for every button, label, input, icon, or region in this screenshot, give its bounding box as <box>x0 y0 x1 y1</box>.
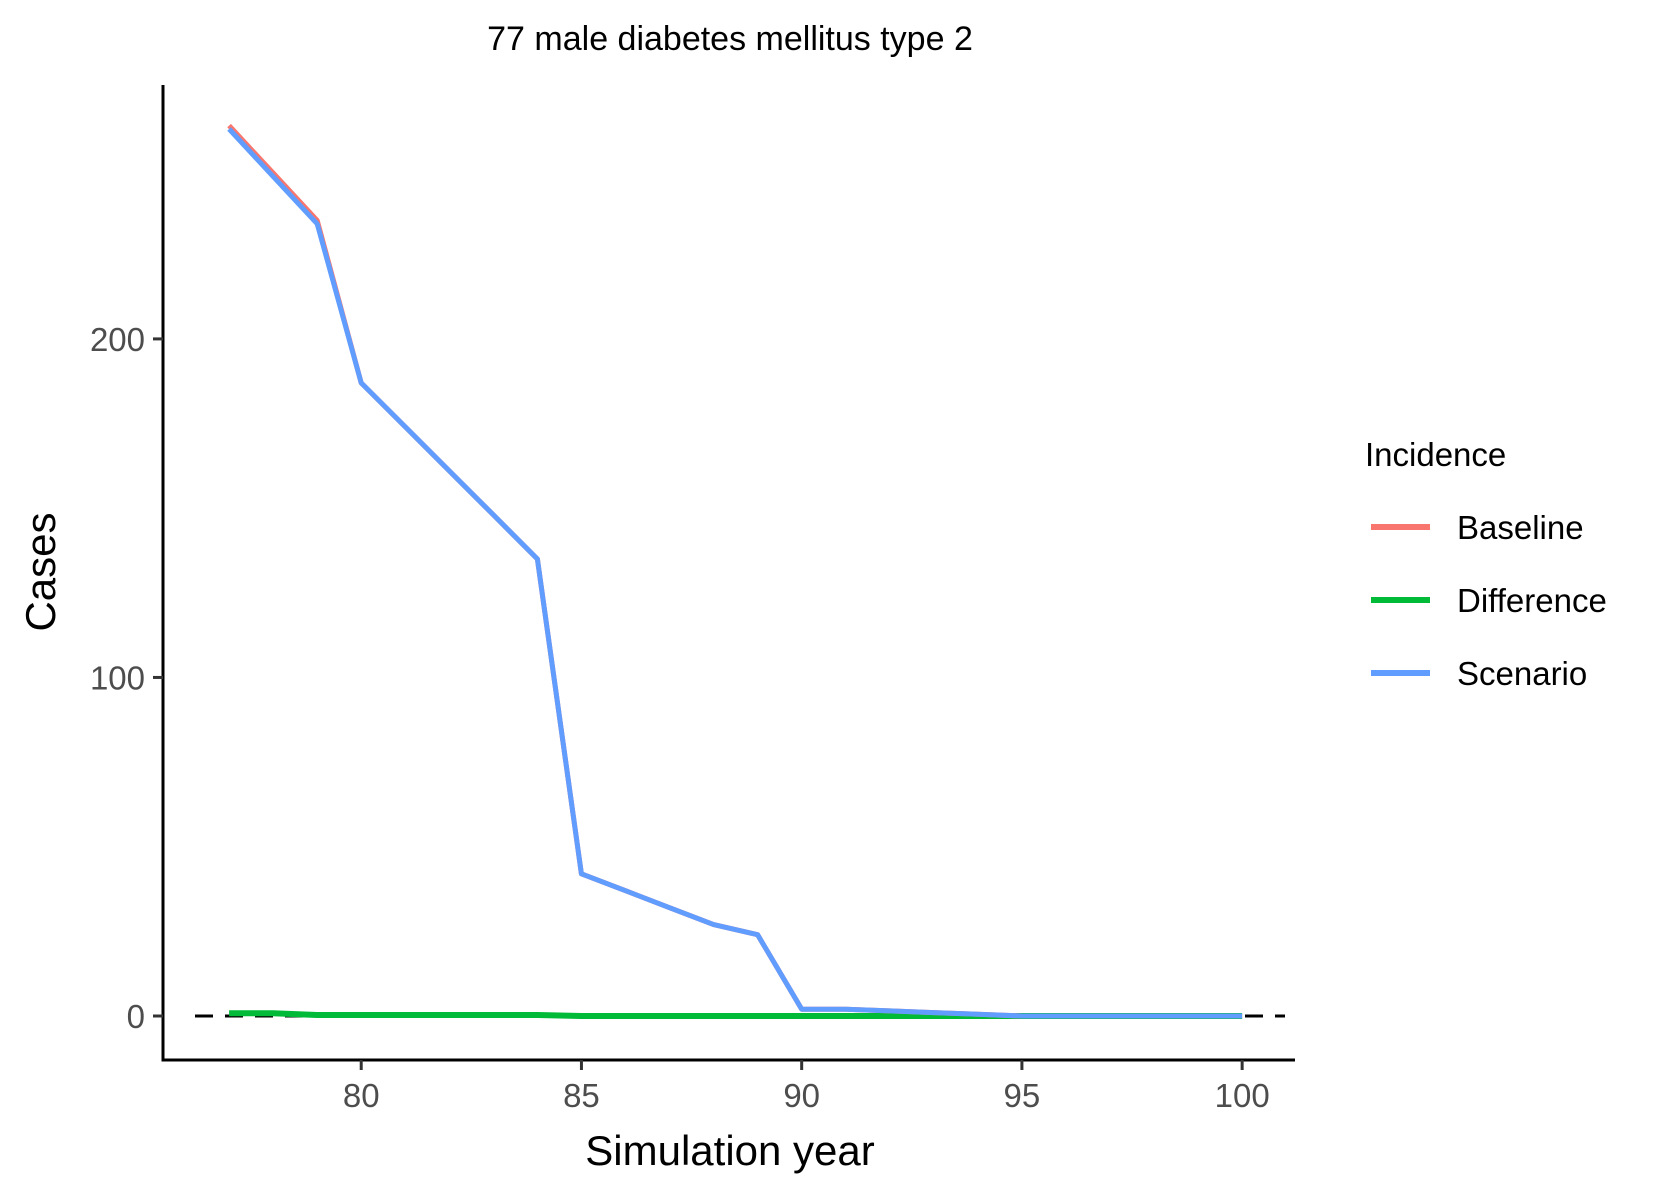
x-tick-label: 100 <box>1215 1077 1270 1114</box>
series-layer <box>227 123 1243 1019</box>
legend-label-scenario: Scenario <box>1457 655 1587 692</box>
y-axis-title: Cases <box>17 512 64 631</box>
legend: Incidence Baseline Difference Scenario <box>1365 436 1607 692</box>
series-line-scenario <box>227 127 1243 1019</box>
y-tick-label: 200 <box>90 321 145 358</box>
legend-label-difference: Difference <box>1457 582 1607 619</box>
legend-entries: Baseline Difference Scenario <box>1371 509 1607 692</box>
x-axis-title: Simulation year <box>585 1127 874 1174</box>
x-tick-label: 85 <box>563 1077 600 1114</box>
x-tick-label: 80 <box>343 1077 380 1114</box>
x-tick-label: 95 <box>1004 1077 1041 1114</box>
plot-area <box>195 123 1285 1019</box>
y-tick-label: 0 <box>127 998 145 1035</box>
legend-title: Incidence <box>1365 436 1506 473</box>
x-tick-label: 90 <box>783 1077 820 1114</box>
y-tick-label: 100 <box>90 659 145 696</box>
legend-label-baseline: Baseline <box>1457 509 1584 546</box>
chart-title: 77 male diabetes mellitus type 2 <box>487 20 973 58</box>
series-line-baseline <box>227 123 1243 1019</box>
y-axis: 0 100 200 <box>90 85 165 1062</box>
x-axis: 80 85 90 95 100 <box>161 1058 1295 1114</box>
